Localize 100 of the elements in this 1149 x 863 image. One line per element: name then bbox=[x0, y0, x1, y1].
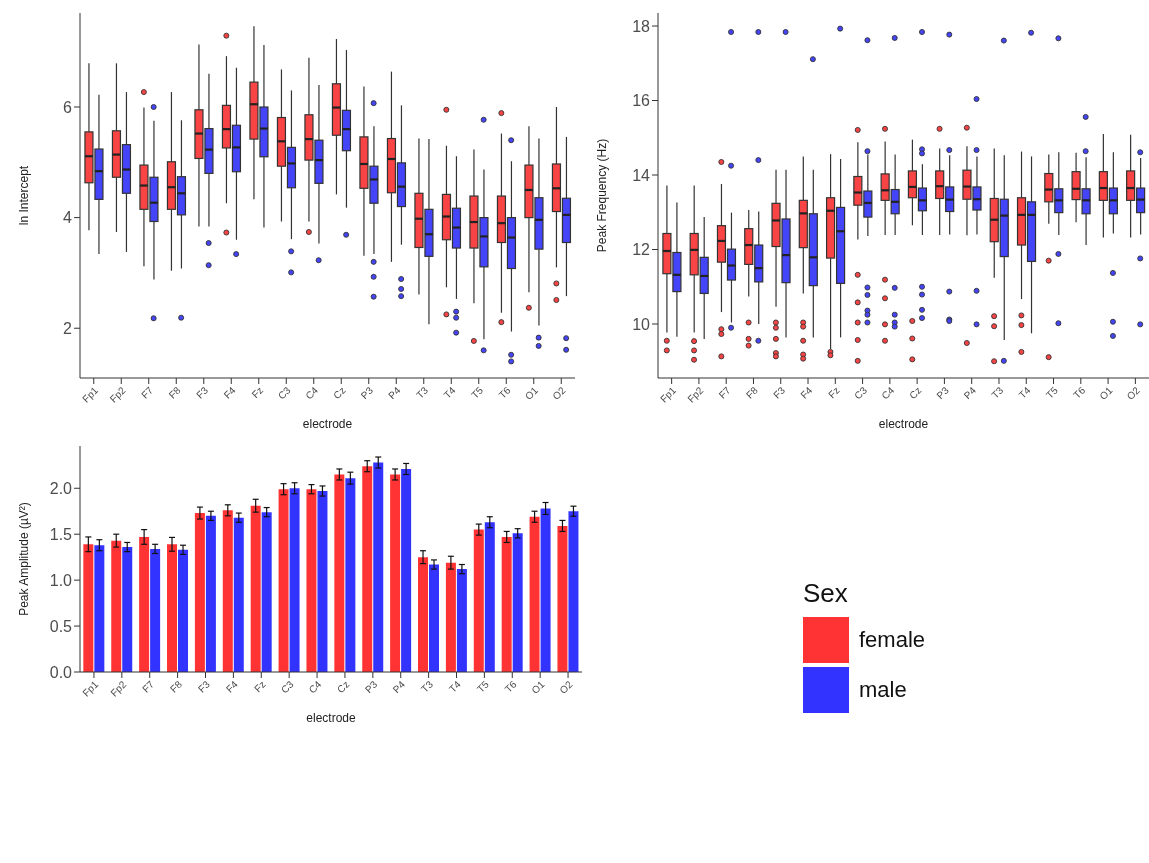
bar bbox=[167, 544, 178, 672]
x-tick-label: O2 bbox=[550, 384, 568, 402]
bar bbox=[250, 505, 261, 672]
x-axis-title: electrode bbox=[878, 417, 929, 431]
y-tick-label: 1.5 bbox=[49, 525, 73, 543]
bar bbox=[345, 478, 356, 672]
bar bbox=[512, 533, 523, 672]
bar bbox=[306, 489, 317, 672]
bar bbox=[194, 513, 205, 672]
y-axis-title: Peak Amplitude (µV²) bbox=[17, 502, 32, 616]
x-tick-label: Fz bbox=[826, 384, 842, 401]
bar bbox=[401, 468, 412, 672]
x-tick-label: O2 bbox=[557, 678, 575, 696]
x-tick-label: Cz bbox=[331, 384, 348, 402]
bar bbox=[233, 517, 244, 672]
x-tick-label: F3 bbox=[771, 384, 788, 401]
x-tick-label: F3 bbox=[195, 678, 213, 695]
x-tick-label: F4 bbox=[223, 678, 241, 695]
x-tick-label: Fp2 bbox=[685, 384, 706, 405]
x-tick-label: F7 bbox=[140, 678, 157, 695]
y-axis-title: ln Intercept bbox=[17, 165, 32, 226]
bar bbox=[205, 515, 216, 672]
x-tick-label: Fp1 bbox=[80, 384, 101, 405]
x-tick-label: T5 bbox=[1043, 384, 1061, 401]
bar bbox=[501, 536, 512, 672]
x-tick-label: F4 bbox=[221, 384, 238, 401]
bar bbox=[390, 474, 401, 672]
x-tick-label: C4 bbox=[879, 384, 897, 402]
x-tick-label: F8 bbox=[168, 678, 185, 695]
bar bbox=[484, 522, 495, 672]
x-tick-label: T3 bbox=[989, 384, 1006, 401]
x-tick-label: T6 bbox=[1071, 384, 1088, 401]
x-tick-label: F7 bbox=[139, 384, 156, 401]
x-tick-label: Fp1 bbox=[80, 678, 101, 699]
bar bbox=[540, 508, 551, 672]
bar bbox=[83, 544, 94, 672]
x-tick-label: T5 bbox=[469, 384, 486, 401]
bar bbox=[418, 557, 429, 672]
x-tick-label: P3 bbox=[362, 678, 380, 696]
x-tick-label: Fp2 bbox=[107, 384, 128, 405]
x-tick-label: Cz bbox=[907, 384, 924, 402]
bar bbox=[373, 462, 384, 672]
x-tick-label: Fp2 bbox=[108, 678, 129, 699]
bar bbox=[362, 466, 373, 672]
x-tick-label: F3 bbox=[194, 384, 211, 401]
x-tick-label: Fz bbox=[252, 678, 268, 695]
y-tick-label: 2 bbox=[63, 319, 73, 337]
x-tick-label: F8 bbox=[743, 384, 761, 401]
bar bbox=[529, 516, 540, 672]
bar bbox=[429, 564, 440, 672]
x-tick-label: P4 bbox=[390, 678, 408, 696]
bar bbox=[445, 562, 456, 672]
bar bbox=[139, 536, 150, 672]
bar bbox=[111, 540, 122, 672]
x-axis-title: electrode bbox=[302, 417, 353, 431]
x-tick-label: P3 bbox=[934, 384, 952, 402]
x-tick-label: P4 bbox=[386, 384, 403, 402]
bar bbox=[261, 512, 272, 672]
bar bbox=[222, 510, 233, 672]
y-tick-label: 6 bbox=[63, 98, 73, 116]
legend-label: female bbox=[859, 627, 926, 653]
y-tick-label: 12 bbox=[632, 241, 651, 259]
bar bbox=[334, 474, 345, 672]
x-tick-label: T3 bbox=[419, 678, 436, 695]
x-tick-label: P3 bbox=[358, 384, 376, 402]
y-tick-label: 0.5 bbox=[49, 617, 73, 635]
x-tick-label: T6 bbox=[496, 384, 513, 401]
bar bbox=[473, 529, 484, 672]
x-tick-label: T6 bbox=[502, 678, 520, 695]
x-tick-label: F4 bbox=[798, 384, 815, 401]
x-tick-label: C3 bbox=[278, 678, 296, 696]
y-tick-label: 10 bbox=[632, 315, 651, 333]
bar bbox=[568, 511, 579, 672]
x-tick-label: O1 bbox=[522, 384, 541, 402]
x-tick-label: C3 bbox=[852, 384, 870, 402]
x-tick-label: T4 bbox=[446, 678, 464, 695]
x-tick-label: C4 bbox=[306, 678, 324, 696]
x-tick-label: T3 bbox=[414, 384, 431, 401]
y-tick-label: 0.0 bbox=[49, 663, 73, 681]
x-tick-label: T4 bbox=[1016, 384, 1033, 401]
x-axis-title: electrode bbox=[306, 711, 356, 725]
y-axis-title: Peak Frequency (Hz) bbox=[595, 138, 610, 253]
bar bbox=[94, 545, 105, 672]
x-tick-label: C4 bbox=[303, 384, 321, 402]
x-tick-label: Fp1 bbox=[658, 384, 679, 405]
legend-label: male bbox=[859, 677, 907, 703]
y-tick-label: 14 bbox=[632, 166, 651, 184]
y-tick-label: 4 bbox=[63, 209, 73, 227]
x-tick-label: O1 bbox=[529, 678, 547, 696]
x-tick-label: F8 bbox=[166, 384, 183, 401]
x-tick-label: P4 bbox=[961, 384, 979, 402]
bar bbox=[122, 547, 133, 672]
bar bbox=[557, 525, 568, 672]
y-tick-label: 18 bbox=[632, 17, 651, 35]
x-tick-label: C3 bbox=[275, 384, 293, 402]
bar bbox=[317, 491, 328, 672]
x-tick-label: O2 bbox=[1124, 384, 1143, 402]
bar bbox=[289, 488, 300, 672]
y-tick-label: 1.0 bbox=[49, 571, 73, 589]
legend-title: Sex bbox=[803, 578, 849, 609]
